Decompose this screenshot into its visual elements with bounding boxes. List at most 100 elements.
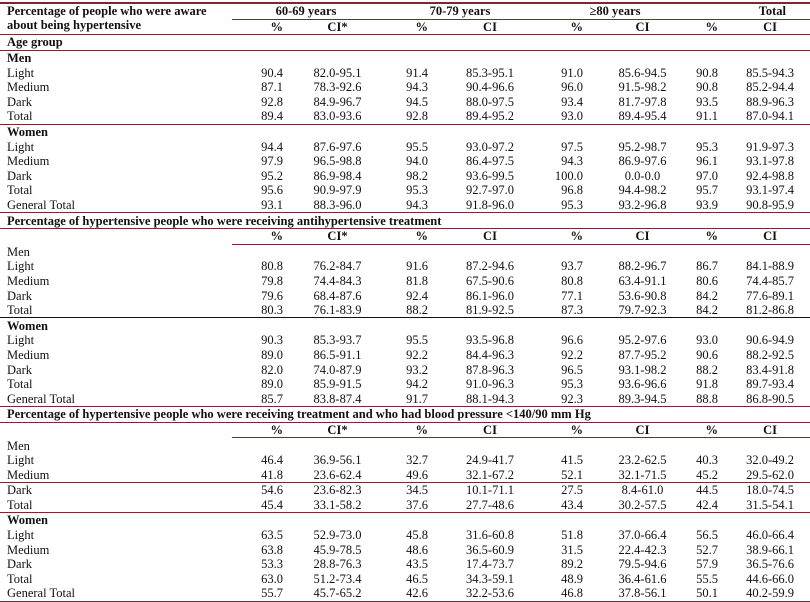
- percent-cell: 92.8: [380, 109, 440, 125]
- group-header: 70-79 years: [380, 1, 540, 20]
- percent-cell: 89.0: [261, 377, 283, 392]
- ci-cell: 37.8-56.1: [595, 586, 691, 602]
- section-title-row: Percentage of hypertensive people who we…: [0, 212, 810, 229]
- ci-cell: 88.9-96.3: [746, 94, 794, 109]
- percent-cell: 32.7: [406, 453, 428, 468]
- percent-cell: 79.8: [261, 273, 283, 288]
- ci-cell: 86.5-91.1: [313, 347, 362, 362]
- table-row: Total 95.6 90.9-97.9 95.3 92.7-97.0 96.8 94.4-…: [0, 183, 810, 198]
- ci-cell: 93.2-96.8: [595, 197, 691, 214]
- group-label: Men: [7, 244, 30, 259]
- row-label: Total: [7, 377, 33, 392]
- percent-cell: 45.8: [406, 528, 428, 543]
- column-header: CI: [730, 19, 810, 36]
- table-row: General Total 93.1 88.3-96.0 94.3 91.8-96.0 9…: [0, 197, 810, 214]
- ci-cell: 51.2-73.4: [313, 571, 362, 586]
- row-label: Medium: [7, 80, 50, 95]
- percent-cell: 100.0: [554, 168, 583, 183]
- percent-cell: 95.3: [406, 183, 428, 198]
- section-title: Percentage of hypertensive people who we…: [0, 212, 810, 229]
- percent-cell: 94.5: [406, 94, 428, 109]
- header-row-groups: Percentage of people who were aware abou…: [0, 1, 810, 36]
- ci-cell: 87.7-95.2: [618, 347, 667, 362]
- percent-cell: 89.2: [561, 557, 583, 572]
- percent-cell: 52.7: [696, 542, 719, 557]
- ci-cell: 79.5-94.6: [618, 557, 667, 572]
- column-header: CI: [595, 422, 691, 439]
- percent-cell: 52.1: [540, 467, 595, 484]
- group-label-row: Women: [0, 513, 810, 528]
- ci-cell: 88.2-92.5: [746, 347, 794, 362]
- percent-cell: 53.3: [261, 557, 283, 572]
- group-label-row: Men: [0, 438, 810, 453]
- column-header: CI: [730, 422, 810, 439]
- percent-cell: 96.5: [561, 362, 583, 377]
- row-label: Dark: [7, 94, 32, 109]
- ci-cell: 8.4-61.0: [621, 483, 664, 498]
- column-header: CI: [440, 19, 540, 36]
- column-header: %: [232, 228, 295, 245]
- table-row: Dark 92.8 84.9-96.7 94.5 88.0-97.5 93.4 81.7-9…: [0, 95, 810, 110]
- ci-cell: 74.4-85.7: [746, 273, 794, 288]
- table-title: Percentage of people who were aware abou…: [0, 2, 232, 36]
- percent-cell: 56.5: [696, 528, 719, 543]
- percent-cell: 79.6: [261, 288, 283, 303]
- ci-cell: 77.6-89.1: [746, 288, 794, 303]
- ci-cell: 84.1-88.9: [746, 259, 794, 274]
- percent-cell: 93.7: [561, 259, 583, 274]
- percent-cell: 94.0: [406, 154, 428, 169]
- table-row: Light 90.4 82.0-95.1 91.4 85.3-95.1 91.0 85.6-…: [0, 65, 810, 80]
- percent-cell: 45.4: [232, 497, 295, 514]
- ci-cell: 95.2-97.6: [618, 333, 667, 348]
- percent-cell: 88.2: [696, 362, 719, 377]
- column-header: CI*: [295, 422, 380, 439]
- ci-cell: 44.6-66.0: [746, 571, 794, 586]
- ci-cell: 10.1-71.1: [466, 483, 514, 498]
- table-row: Total 80.3 76.1-83.9 88.2 81.9-92.5 87.3 79.7-…: [0, 302, 810, 319]
- ci-cell: 53.6-90.8: [618, 288, 667, 303]
- row-label: Medium: [7, 542, 50, 557]
- percent-cell: 98.2: [406, 168, 428, 183]
- header-row-subcols: % CI*% CI% CI% CI: [0, 19, 810, 36]
- row-label: Dark: [7, 483, 32, 498]
- ci-cell: 88.3-96.0: [295, 197, 380, 214]
- ci-cell: 33.1-58.2: [295, 497, 380, 514]
- ci-cell: 86.4-97.5: [466, 154, 514, 169]
- percent-cell: 95.2: [261, 168, 283, 183]
- ci-cell: 89.7-93.4: [746, 377, 794, 392]
- ci-cell: 85.9-91.5: [313, 377, 362, 392]
- ci-cell: 22.4-42.3: [618, 542, 667, 557]
- ci-cell: 85.2-94.4: [746, 80, 794, 95]
- ci-cell: 82.0-95.1: [313, 65, 362, 80]
- percent-cell: 96.1: [696, 154, 719, 169]
- percent-cell: 44.5: [696, 483, 719, 498]
- percent-cell: 45.2: [690, 467, 731, 484]
- group-label: Women: [7, 125, 48, 140]
- ci-cell: 91.0-96.3: [466, 377, 514, 392]
- ci-cell: 86.9-97.6: [618, 154, 667, 169]
- ci-cell: 34.3-59.1: [466, 571, 514, 586]
- percent-cell: 97.0: [696, 168, 719, 183]
- column-header: CI: [440, 228, 540, 245]
- row-label: Total: [0, 109, 232, 125]
- header-row-subcols: % CI*% CI% CI% CI: [0, 228, 810, 245]
- table-row: Medium 41.8 23.6-62.4 49.6 32.1-67.2 52.1 32.1…: [0, 467, 810, 484]
- ci-cell: 91.9-97.3: [746, 139, 794, 154]
- row-label: Medium: [7, 273, 50, 288]
- ci-cell: 85.3-95.1: [466, 65, 514, 80]
- ci-cell: 91.8-96.0: [440, 197, 540, 214]
- percent-cell: 92.2: [406, 347, 428, 362]
- percent-cell: 95.7: [696, 183, 719, 198]
- ci-cell: 88.1-94.3: [440, 391, 540, 408]
- ci-cell: 96.5-98.8: [313, 154, 362, 169]
- table-row: Total 89.4 83.0-93.6 92.8 89.4-95.2 93.0 89.4-…: [0, 109, 810, 125]
- ci-cell: 83.0-93.6: [295, 109, 380, 125]
- percent-cell: 80.8: [261, 259, 283, 274]
- table-row: Dark 82.0 74.0-87.9 93.2 87.8-96.3 96.5 93.1-9…: [0, 362, 810, 377]
- table-row: Light 63.5 52.9-73.0 45.8 31.6-60.8 51.8 37.0-…: [0, 528, 810, 543]
- table-row: General Total 85.7 83.8-87.4 91.7 88.1-94.3 9…: [0, 391, 810, 408]
- column-header: %: [380, 19, 440, 36]
- table-row: Medium 87.1 78.3-92.6 94.3 90.4-96.6 96.0 91.5…: [0, 80, 810, 95]
- ci-cell: 74.4-84.3: [313, 273, 362, 288]
- ci-cell: 76.2-84.7: [313, 259, 362, 274]
